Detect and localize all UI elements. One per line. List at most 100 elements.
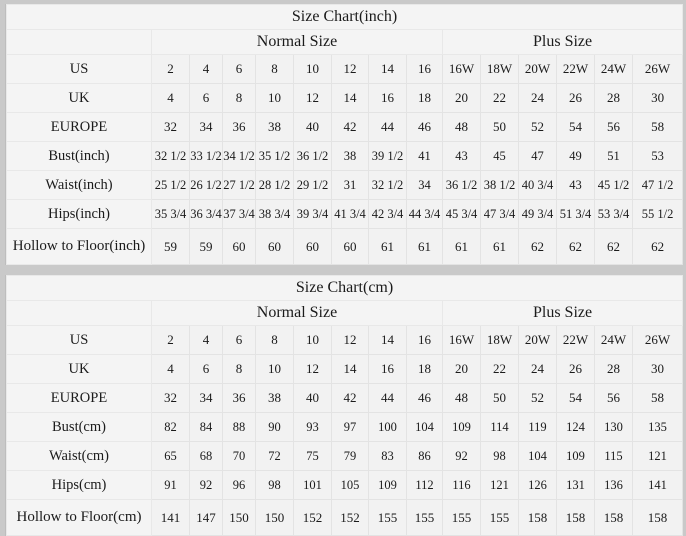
row-label: Waist(inch) <box>6 170 152 200</box>
row-label: Bust(cm) <box>6 412 152 442</box>
size-chart-inch-body: Size Chart(inch) Normal Size Plus Size US 2 4… <box>5 4 684 265</box>
table-row: Hips(cm) 91 92 96 98 101 105 109 112 116 121 126 131… <box>6 470 684 500</box>
table-cell: 59 <box>189 228 223 265</box>
table-cell: 46 <box>406 383 443 413</box>
table-cell: 155 <box>480 499 519 536</box>
table-cell: 61 <box>480 228 519 265</box>
table-cell: 109 <box>556 441 595 471</box>
table-cell: 51 3/4 <box>556 199 595 229</box>
chart-title: Size Chart(cm) <box>5 275 684 301</box>
chart-title: Size Chart(inch) <box>5 4 684 30</box>
table-cell: 105 <box>331 470 369 500</box>
table-row: UK 4 6 8 10 12 14 16 18 20 22 24 26 28 30 <box>6 354 684 384</box>
table-cell: 130 <box>594 412 633 442</box>
table-cell: 141 <box>151 499 190 536</box>
table-cell: 152 <box>331 499 369 536</box>
table-cell: 6 <box>222 54 256 84</box>
table-cell: 84 <box>189 412 223 442</box>
table-cell: 155 <box>442 499 481 536</box>
table-cell: 50 <box>480 383 519 413</box>
table-cell: 22 <box>480 83 519 113</box>
table-cell: 97 <box>331 412 369 442</box>
table-cell: 36 3/4 <box>189 199 223 229</box>
table-cell: 42 <box>331 112 369 142</box>
table-cell: 49 3/4 <box>518 199 557 229</box>
table-cell: 2 <box>151 54 190 84</box>
row-label: Bust(inch) <box>6 141 152 171</box>
group-header-spacer <box>6 29 152 55</box>
size-group-header: Normal Size <box>151 300 443 326</box>
table-cell: 16W <box>442 325 481 355</box>
table-cell: 20W <box>518 325 557 355</box>
table-cell: 14 <box>331 83 369 113</box>
table-cell: 36 <box>222 112 256 142</box>
table-cell: 46 <box>406 112 443 142</box>
table-separator <box>5 265 681 275</box>
table-cell: 44 <box>368 112 407 142</box>
table-cell: 32 1/2 <box>151 141 190 171</box>
table-cell: 141 <box>631 470 684 500</box>
table-cell: 6 <box>222 325 256 355</box>
table-cell: 36 1/2 <box>442 170 481 200</box>
table-cell: 28 <box>594 83 633 113</box>
table-cell: 124 <box>556 412 595 442</box>
table-cell: 54 <box>556 112 595 142</box>
table-cell: 121 <box>480 470 519 500</box>
table-cell: 68 <box>189 441 223 471</box>
row-label: US <box>6 54 152 84</box>
table-cell: 56 <box>594 383 633 413</box>
table-cell: 60 <box>293 228 332 265</box>
size-chart-cm-body: Size Chart(cm) Normal Size Plus Size US 2 4 6 8… <box>5 275 684 536</box>
table-cell: 92 <box>442 441 481 471</box>
table-cell: 136 <box>594 470 633 500</box>
table-cell: 41 3/4 <box>331 199 369 229</box>
table-cell: 54 <box>556 383 595 413</box>
table-cell: 109 <box>442 412 481 442</box>
table-cell: 48 <box>442 112 481 142</box>
table-cell: 119 <box>518 412 557 442</box>
table-cell: 6 <box>189 354 223 384</box>
table-cell: 62 <box>594 228 633 265</box>
table-cell: 32 <box>151 383 190 413</box>
table-cell: 40 3/4 <box>518 170 557 200</box>
table-cell: 61 <box>406 228 443 265</box>
table-cell: 45 3/4 <box>442 199 481 229</box>
table-cell: 24 <box>518 354 557 384</box>
table-cell: 158 <box>518 499 557 536</box>
table-cell: 53 3/4 <box>594 199 633 229</box>
table-cell: 12 <box>293 83 332 113</box>
table-cell: 14 <box>368 325 407 355</box>
table-cell: 32 1/2 <box>368 170 407 200</box>
table-cell: 55 1/2 <box>631 199 684 229</box>
table-cell: 147 <box>189 499 223 536</box>
table-cell: 26W <box>631 54 684 84</box>
table-row: Hollow to Floor(cm) 141 147 150 150 152 152 155… <box>6 499 684 536</box>
table-cell: 28 <box>594 354 633 384</box>
table-cell: 79 <box>331 441 369 471</box>
table-cell: 31 <box>331 170 369 200</box>
row-label: Hips(cm) <box>6 470 152 500</box>
table-cell: 104 <box>518 441 557 471</box>
table-cell: 38 1/2 <box>480 170 519 200</box>
table-cell: 49 <box>556 141 595 171</box>
table-cell: 41 <box>406 141 443 171</box>
table-cell: 48 <box>442 383 481 413</box>
table-cell: 14 <box>368 54 407 84</box>
table-cell: 8 <box>222 83 256 113</box>
table-cell: 34 <box>406 170 443 200</box>
table-cell: 34 <box>189 112 223 142</box>
table-cell: 34 1/2 <box>222 141 256 171</box>
table-row: US 2 4 6 8 10 12 14 16 16W 18W 20W 22W 24W 26W <box>6 54 684 84</box>
table-cell: 61 <box>368 228 407 265</box>
row-label: EUROPE <box>6 383 152 413</box>
table-cell: 101 <box>293 470 332 500</box>
table-cell: 30 <box>631 83 684 113</box>
table-cell: 158 <box>631 499 684 536</box>
table-cell: 91 <box>151 470 190 500</box>
table-cell: 39 3/4 <box>293 199 332 229</box>
table-cell: 27 1/2 <box>222 170 256 200</box>
table-cell: 115 <box>594 441 633 471</box>
table-cell: 100 <box>368 412 407 442</box>
table-cell: 45 1/2 <box>594 170 633 200</box>
